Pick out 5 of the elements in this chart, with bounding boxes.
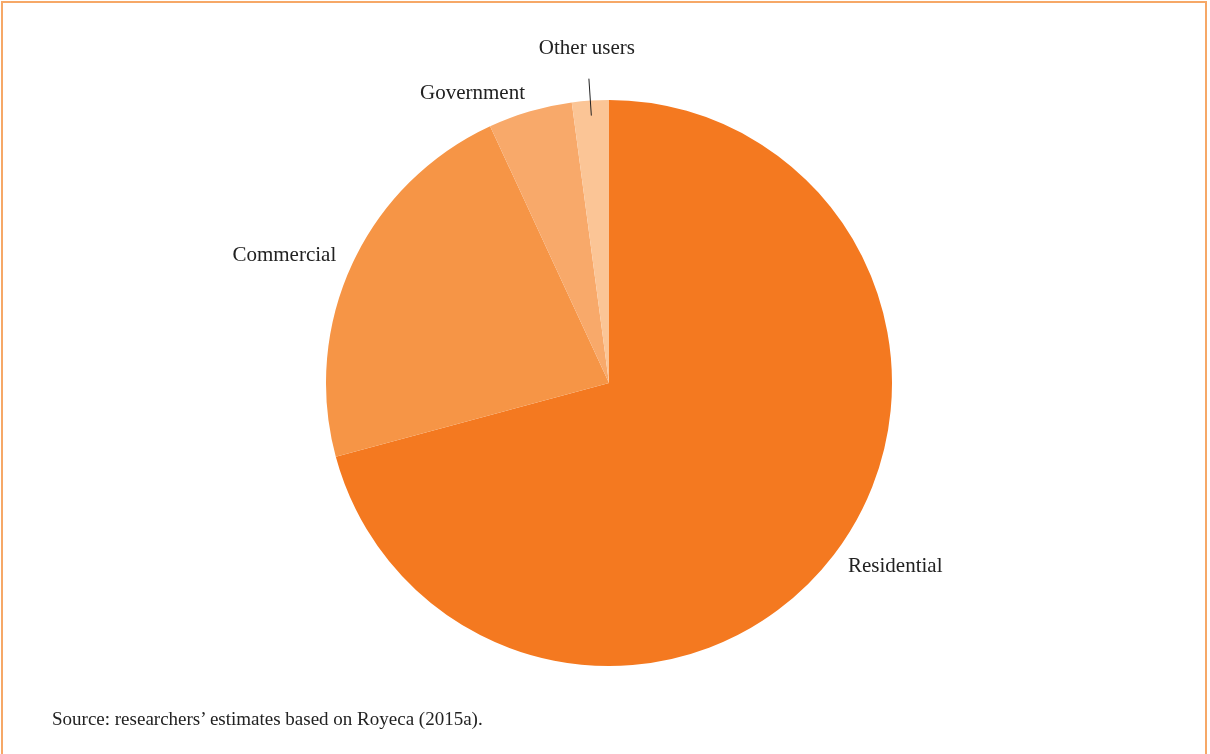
slice-label: Other users [538, 35, 636, 60]
source-note: Source: researchers’ estimates based on Royeca (2015a). [52, 708, 483, 730]
slice-label: Commercial [232, 242, 337, 267]
slice-label: Residential [847, 552, 943, 577]
slice-label: Government [420, 80, 526, 105]
